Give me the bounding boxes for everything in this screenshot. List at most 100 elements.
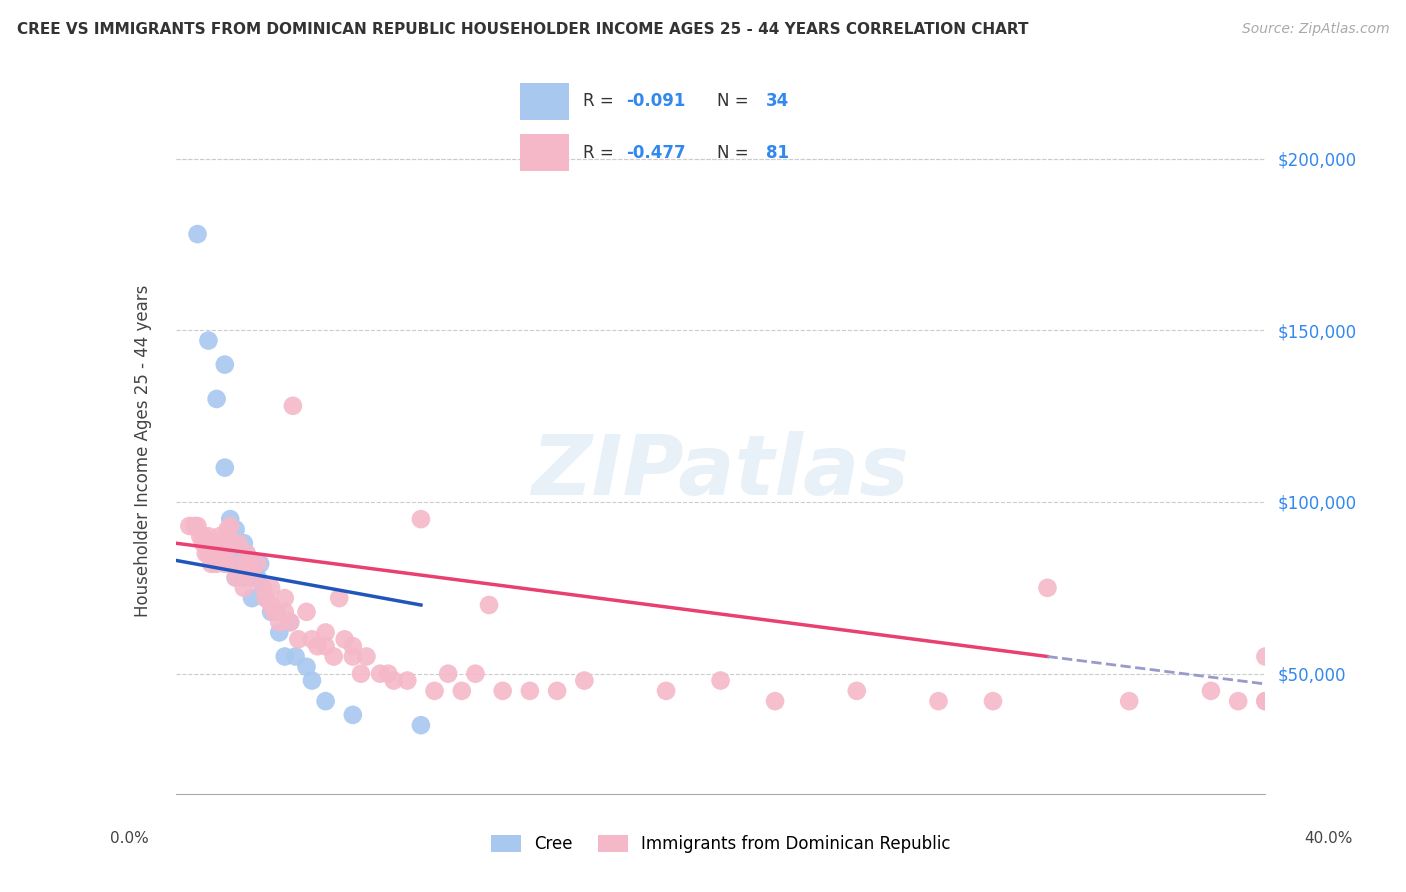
Point bbox=[214, 460, 236, 475]
Point bbox=[423, 683, 446, 698]
Point bbox=[763, 694, 786, 708]
Text: 40.0%: 40.0% bbox=[1305, 831, 1353, 846]
Point bbox=[243, 564, 266, 578]
Point bbox=[342, 649, 364, 664]
Point bbox=[492, 683, 515, 698]
Point bbox=[208, 529, 231, 543]
Point bbox=[287, 632, 309, 647]
Bar bbox=[520, 135, 569, 171]
Point bbox=[197, 546, 219, 561]
Point bbox=[478, 598, 501, 612]
Point bbox=[342, 707, 364, 722]
Text: -0.477: -0.477 bbox=[626, 144, 685, 161]
Point bbox=[254, 591, 277, 606]
Y-axis label: Householder Income Ages 25 - 44 years: Householder Income Ages 25 - 44 years bbox=[134, 285, 152, 616]
Point bbox=[260, 598, 283, 612]
Point bbox=[225, 570, 247, 584]
Text: -0.091: -0.091 bbox=[626, 93, 685, 111]
Text: N =: N = bbox=[717, 93, 754, 111]
Point bbox=[260, 581, 283, 595]
Point bbox=[205, 536, 228, 550]
Text: 34: 34 bbox=[766, 93, 790, 111]
Point bbox=[194, 546, 217, 561]
Point bbox=[328, 591, 350, 606]
Point bbox=[240, 557, 263, 571]
Point bbox=[274, 591, 297, 606]
Point bbox=[1199, 683, 1222, 698]
Point bbox=[225, 523, 247, 537]
Point bbox=[315, 639, 337, 653]
Text: Source: ZipAtlas.com: Source: ZipAtlas.com bbox=[1241, 22, 1389, 37]
Point bbox=[200, 557, 222, 571]
Point bbox=[222, 557, 245, 571]
Point bbox=[450, 683, 472, 698]
Point bbox=[322, 649, 344, 664]
Point bbox=[238, 557, 260, 571]
Point bbox=[278, 615, 301, 630]
Point bbox=[225, 570, 247, 584]
Point bbox=[396, 673, 419, 688]
Point bbox=[981, 694, 1004, 708]
Point bbox=[231, 557, 253, 571]
Point bbox=[260, 605, 283, 619]
Point bbox=[232, 570, 254, 584]
Point bbox=[219, 512, 242, 526]
Point bbox=[519, 683, 541, 698]
Text: N =: N = bbox=[717, 144, 754, 161]
Point bbox=[263, 605, 285, 619]
Point bbox=[274, 649, 297, 664]
Point bbox=[205, 557, 228, 571]
Point bbox=[219, 536, 242, 550]
Point bbox=[235, 546, 257, 561]
Point bbox=[655, 683, 678, 698]
Point bbox=[281, 399, 304, 413]
Point bbox=[1254, 694, 1277, 708]
Text: 0.0%: 0.0% bbox=[110, 831, 149, 846]
Point bbox=[295, 605, 318, 619]
Legend: Cree, Immigrants from Dominican Republic: Cree, Immigrants from Dominican Republic bbox=[482, 826, 959, 861]
Point bbox=[301, 632, 323, 647]
Point bbox=[191, 529, 214, 543]
Point bbox=[240, 570, 263, 584]
Point bbox=[382, 673, 405, 688]
Point bbox=[464, 666, 486, 681]
Point bbox=[186, 227, 209, 241]
Point bbox=[219, 536, 242, 550]
Point bbox=[269, 625, 291, 640]
Point bbox=[238, 570, 260, 584]
Point bbox=[342, 639, 364, 653]
Point bbox=[191, 536, 214, 550]
Point bbox=[928, 694, 950, 708]
Point bbox=[307, 639, 329, 653]
Bar bbox=[520, 83, 569, 120]
Point bbox=[217, 523, 239, 537]
Point bbox=[409, 718, 432, 732]
Point bbox=[278, 615, 301, 630]
Point bbox=[184, 519, 207, 533]
Point bbox=[1254, 694, 1277, 708]
Point bbox=[179, 519, 201, 533]
Point bbox=[252, 581, 274, 595]
Point bbox=[240, 591, 263, 606]
Point bbox=[301, 673, 323, 688]
Point bbox=[710, 673, 733, 688]
Point bbox=[197, 529, 219, 543]
Text: ZIPatlas: ZIPatlas bbox=[531, 431, 910, 512]
Point bbox=[350, 666, 373, 681]
Point bbox=[368, 666, 391, 681]
Point bbox=[228, 536, 250, 550]
Point bbox=[214, 546, 236, 561]
Point bbox=[315, 625, 337, 640]
Point bbox=[254, 591, 277, 606]
Point bbox=[205, 392, 228, 406]
Point bbox=[246, 570, 269, 584]
Point bbox=[219, 519, 242, 533]
Point bbox=[252, 581, 274, 595]
Point bbox=[269, 615, 291, 630]
Point bbox=[546, 683, 568, 698]
Point bbox=[232, 564, 254, 578]
Point bbox=[197, 334, 219, 348]
Point bbox=[274, 605, 297, 619]
Point bbox=[1036, 581, 1059, 595]
Point bbox=[222, 557, 245, 571]
